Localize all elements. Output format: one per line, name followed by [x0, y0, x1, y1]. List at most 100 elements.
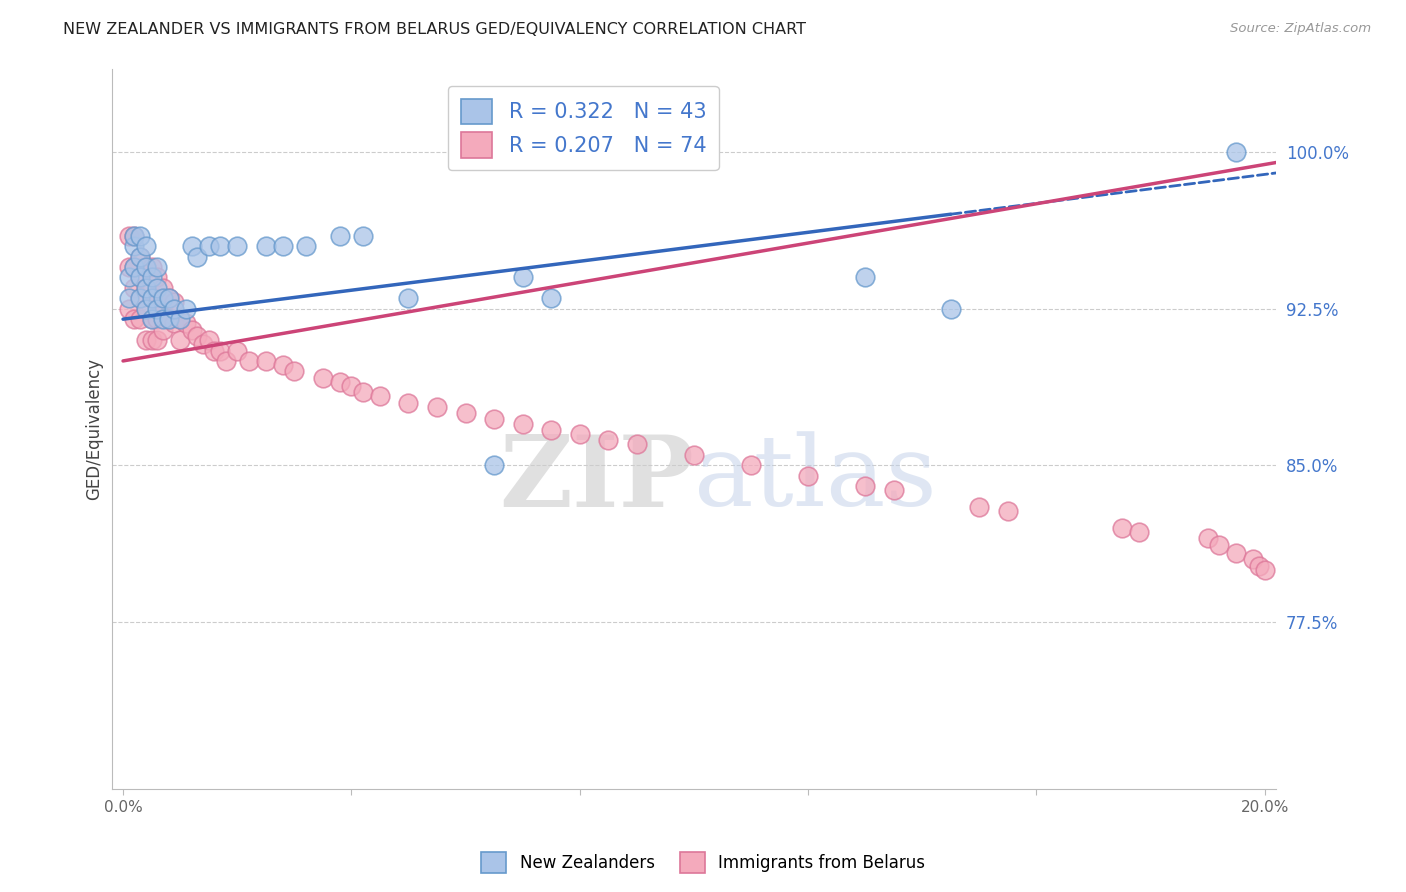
Point [939, 301, 962, 316]
Point [1128, 525, 1150, 540]
Point [152, 291, 174, 305]
Point [141, 333, 163, 347]
Point [853, 270, 876, 285]
Point [129, 250, 152, 264]
Point [967, 500, 990, 515]
Point [141, 312, 163, 326]
Point [215, 354, 238, 368]
Point [174, 301, 197, 316]
Point [152, 312, 174, 326]
Point [135, 260, 157, 274]
Point [146, 291, 169, 305]
Point [118, 291, 141, 305]
Point [146, 333, 169, 347]
Point [329, 228, 352, 243]
Point [398, 395, 420, 409]
Point [368, 389, 391, 403]
Point [124, 260, 146, 274]
Point [129, 228, 152, 243]
Point [352, 385, 374, 400]
Point [157, 291, 180, 305]
Point [626, 437, 648, 451]
Point [118, 301, 141, 316]
Point [146, 270, 169, 285]
Point [169, 312, 191, 326]
Point [124, 281, 146, 295]
Point [512, 270, 534, 285]
Point [883, 483, 905, 498]
Point [209, 343, 232, 358]
Y-axis label: GED/Equivalency: GED/Equivalency [86, 358, 103, 500]
Point [141, 270, 163, 285]
Point [853, 479, 876, 493]
Point [124, 228, 146, 243]
Point [352, 228, 374, 243]
Point [129, 270, 152, 285]
Point [1225, 145, 1247, 159]
Point [329, 375, 352, 389]
Point [540, 423, 562, 437]
Point [118, 270, 141, 285]
Point [124, 260, 146, 274]
Point [146, 312, 169, 326]
Point [209, 239, 232, 253]
Point [118, 228, 141, 243]
Point [141, 312, 163, 326]
Point [340, 379, 363, 393]
Point [135, 301, 157, 316]
Point [997, 504, 1019, 518]
Point [186, 250, 208, 264]
Point [157, 312, 180, 326]
Point [254, 239, 277, 253]
Point [163, 301, 186, 316]
Point [202, 343, 225, 358]
Point [129, 270, 152, 285]
Point [226, 239, 249, 253]
Point [598, 434, 620, 448]
Point [180, 323, 202, 337]
Point [157, 312, 180, 326]
Point [1253, 563, 1275, 577]
Point [271, 358, 294, 372]
Point [124, 312, 146, 326]
Point [169, 312, 191, 326]
Point [169, 333, 191, 347]
Point [157, 291, 180, 305]
Legend: R = 0.322   N = 43, R = 0.207   N = 74: R = 0.322 N = 43, R = 0.207 N = 74 [449, 87, 718, 170]
Point [197, 239, 219, 253]
Text: Source: ZipAtlas.com: Source: ZipAtlas.com [1230, 22, 1371, 36]
Point [312, 370, 335, 384]
Point [482, 458, 505, 473]
Point [135, 281, 157, 295]
Text: atlas: atlas [695, 432, 936, 527]
Point [191, 337, 214, 351]
Point [135, 239, 157, 253]
Point [135, 301, 157, 316]
Point [152, 281, 174, 295]
Point [398, 291, 420, 305]
Point [740, 458, 762, 473]
Point [1197, 532, 1219, 546]
Point [1241, 552, 1264, 566]
Point [197, 333, 219, 347]
Point [174, 316, 197, 330]
Point [683, 448, 706, 462]
Point [129, 312, 152, 326]
Point [129, 250, 152, 264]
Point [146, 301, 169, 316]
Point [283, 364, 305, 378]
Point [124, 228, 146, 243]
Point [294, 239, 316, 253]
Point [135, 281, 157, 295]
Point [568, 427, 591, 442]
Point [454, 406, 477, 420]
Text: NEW ZEALANDER VS IMMIGRANTS FROM BELARUS GED/EQUIVALENCY CORRELATION CHART: NEW ZEALANDER VS IMMIGRANTS FROM BELARUS… [63, 22, 806, 37]
Point [135, 260, 157, 274]
Point [146, 281, 169, 295]
Point [129, 291, 152, 305]
Point [129, 291, 152, 305]
Point [135, 333, 157, 347]
Point [163, 316, 186, 330]
Point [238, 354, 260, 368]
Legend: New Zealanders, Immigrants from Belarus: New Zealanders, Immigrants from Belarus [474, 846, 932, 880]
